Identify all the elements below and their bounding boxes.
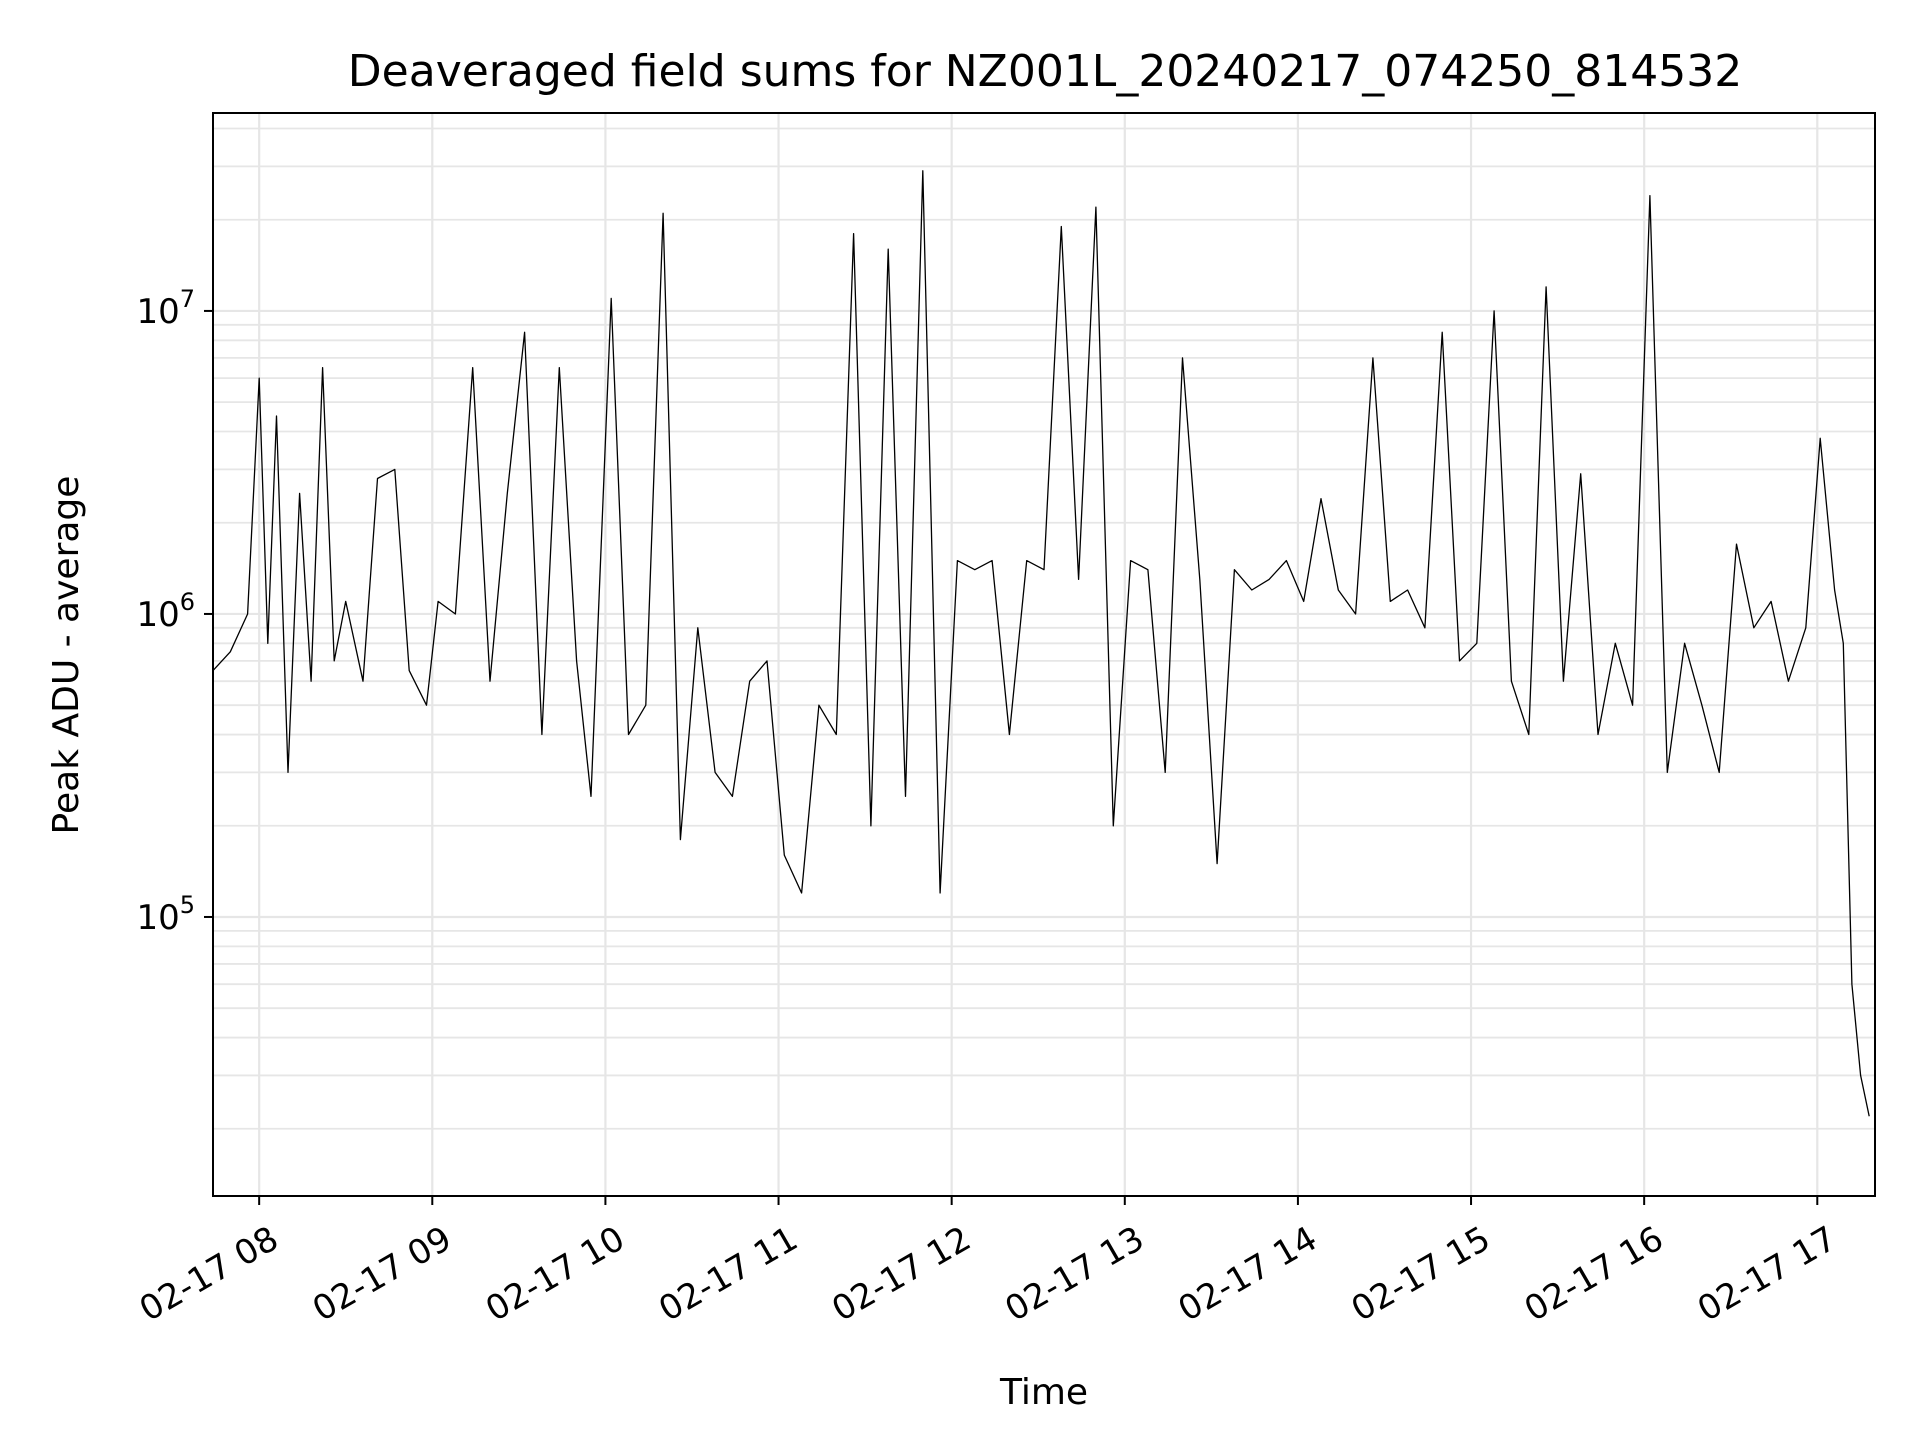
plot-frame [212,112,1876,1197]
y-tick-label: 105 [136,891,195,938]
y-tick-label: 107 [136,285,195,332]
x-tick-label: 02-17 12 [825,1219,977,1330]
x-tick-label: 02-17 08 [133,1219,285,1330]
y-tick-label: 106 [136,588,195,635]
x-tick-label: 02-17 10 [479,1219,631,1330]
x-tick-label: 02-17 11 [652,1219,804,1330]
y-axis-label: Peak ADU - average [46,476,87,835]
y-tick-base: 10 [136,898,179,938]
x-tick-label: 02-17 14 [1172,1219,1324,1330]
series-line [212,170,1870,1117]
grid [213,113,1875,1196]
x-tick-label: 02-17 13 [998,1219,1150,1330]
x-tick-label: 02-17 17 [1691,1219,1843,1330]
y-tick-base: 10 [136,595,179,635]
y-tick-exponent: 6 [180,588,195,616]
x-tick-label: 02-17 09 [306,1219,458,1330]
x-tick-label: 02-17 16 [1518,1219,1670,1330]
y-tick-exponent: 7 [180,285,195,313]
y-tick-exponent: 5 [180,891,195,919]
x-axis: 02-17 08 02-17 09 02-17 10 02-17 11 02-17 12… [133,1196,1843,1330]
x-tick-label: 02-17 15 [1345,1219,1497,1330]
y-tick-base: 10 [136,292,179,332]
chart-title: Deaveraged field sums for NZ001L_2024021… [348,46,1742,97]
x-axis-label: Time [999,1372,1088,1413]
